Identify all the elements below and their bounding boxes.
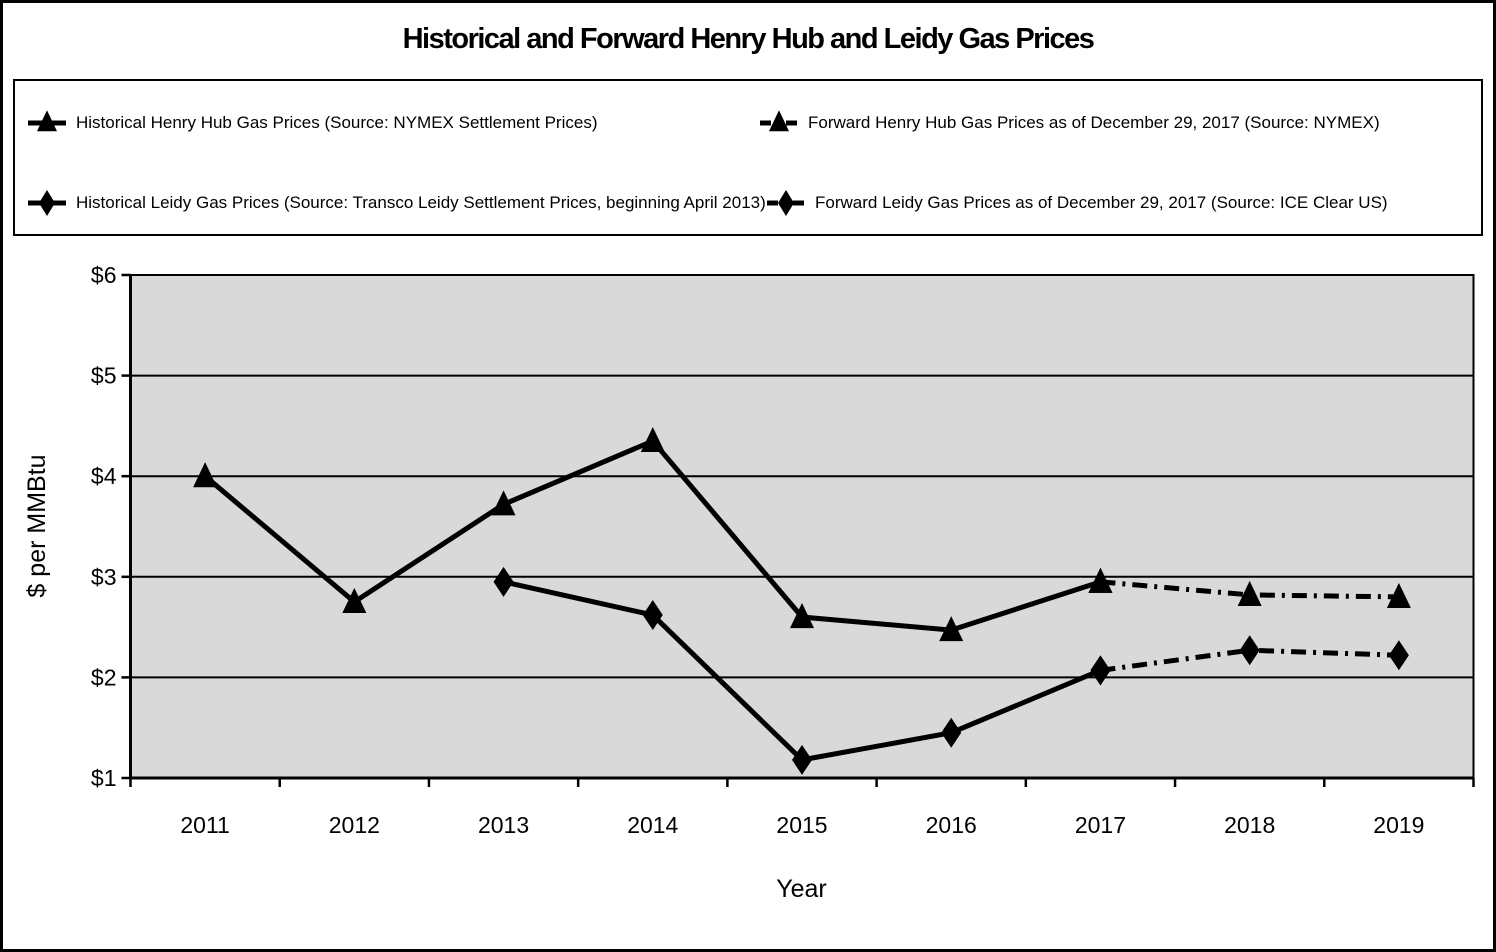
diamond-marker <box>1239 635 1260 666</box>
legend-dashdot-diamond-icon <box>767 190 805 216</box>
triangle-marker <box>790 603 814 629</box>
legend-diamond <box>778 190 794 216</box>
triangle-marker <box>1386 582 1411 608</box>
x-tick-label: 2011 <box>180 812 229 838</box>
diamond-marker <box>1388 640 1409 671</box>
legend-diamond <box>39 190 55 216</box>
x-tick-label: 2012 <box>329 812 380 838</box>
plot-background <box>129 274 1475 779</box>
triangle-marker <box>939 616 964 642</box>
y-axis-title: $ per MMBtu <box>23 454 51 598</box>
legend-box: Historical Henry Hub Gas Prices (Source:… <box>13 79 1483 236</box>
legend-entry-historical-leidy: Historical Leidy Gas Prices (Source: Tra… <box>27 185 766 221</box>
chart-title: Historical and Forward Henry Hub and Lei… <box>402 23 1095 55</box>
diamond-marker <box>1090 655 1111 686</box>
y-tick-label: $5 <box>91 363 117 389</box>
chart-area: $1 $2 $3 $4 $5 $6 2011 2012 2013 2014 2015 2016 2017… <box>3 253 1493 949</box>
y-tick-label: $6 <box>91 262 117 288</box>
diamond-marker <box>941 717 962 748</box>
diamond-marker <box>792 744 812 775</box>
x-axis-title: Year <box>776 875 827 903</box>
legend-dashdot-triangle-icon <box>760 110 798 132</box>
legend-label-forward-henry-hub: Forward Henry Hub Gas Prices as of Decem… <box>808 113 1380 132</box>
y-tick-label: $2 <box>91 664 117 690</box>
x-tick-label: 2014 <box>627 812 678 838</box>
legend-triangle <box>37 110 57 132</box>
triangle-marker <box>1088 567 1113 593</box>
y-tick-label: $3 <box>91 564 117 590</box>
triangle-marker <box>491 490 516 516</box>
legend-label-historical-henry-hub: Historical Henry Hub Gas Prices (Source:… <box>76 113 598 132</box>
legend-solid-triangle-icon <box>28 110 66 132</box>
diamond-marker <box>493 566 514 597</box>
plot-svg: $1 $2 $3 $4 $5 $6 2011 2012 2013 2014 2015 2016 2017… <box>91 262 1475 838</box>
legend-label-forward-leidy: Forward Leidy Gas Prices as of December … <box>815 193 1388 212</box>
x-tick-label: 2018 <box>1224 812 1275 838</box>
x-tick-label: 2016 <box>926 812 977 838</box>
y-tick-label: $1 <box>91 765 117 791</box>
x-tick-label: 2019 <box>1373 812 1424 838</box>
x-tick-label: 2015 <box>776 812 827 838</box>
legend-entry-historical-henry-hub: Historical Henry Hub Gas Prices (Source:… <box>27 105 598 141</box>
y-tick-label: $4 <box>91 463 117 489</box>
x-tick-label: 2017 <box>1075 812 1126 838</box>
triangle-marker <box>1237 580 1262 606</box>
triangle-marker <box>193 462 218 488</box>
diamond-marker <box>642 600 663 631</box>
x-tick-label: 2013 <box>478 812 529 838</box>
legend-label-historical-leidy: Historical Leidy Gas Prices (Source: Tra… <box>76 193 766 212</box>
legend-solid-diamond-icon <box>28 190 66 216</box>
legend-entry-forward-henry-hub: Forward Henry Hub Gas Prices as of Decem… <box>759 105 1380 141</box>
triangle-marker <box>640 426 665 453</box>
triangle-marker <box>342 587 367 613</box>
legend-entry-forward-leidy: Forward Leidy Gas Prices as of December … <box>766 185 1388 221</box>
legend-triangle <box>769 110 789 132</box>
